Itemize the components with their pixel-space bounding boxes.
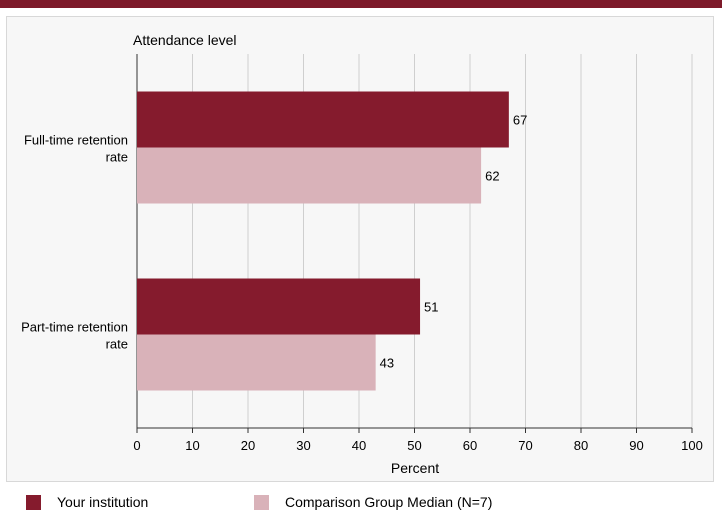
- legend-label: Your institution: [57, 494, 149, 510]
- bars: [137, 91, 509, 391]
- category-labels: Full-time retention rate Part-time retenti…: [21, 133, 128, 352]
- bar: [137, 334, 376, 391]
- tick-label: 90: [629, 438, 643, 453]
- legend-item-comparison-median: Comparison Group Median (N=7): [254, 494, 492, 510]
- bar: [137, 91, 509, 148]
- tick-label: 80: [574, 438, 588, 453]
- legend-swatch: [254, 494, 269, 510]
- tick-label: 70: [518, 438, 532, 453]
- x-axis-label: Percent: [391, 460, 439, 476]
- tick-label: 40: [352, 438, 366, 453]
- chart-title: Attendance level: [133, 32, 237, 48]
- data-label: 51: [424, 300, 438, 315]
- legend-swatch: [26, 494, 41, 510]
- tick-label: 100: [681, 438, 703, 453]
- data-label: 62: [485, 169, 499, 184]
- x-ticks: 0 10 20 30 40 50 60 70 80 90 100: [133, 428, 703, 453]
- tick-label: 0: [133, 438, 140, 453]
- bar-chart: 67 62 51 43 Full-time retention rate Part-tim…: [21, 32, 703, 476]
- data-label: 67: [513, 113, 527, 128]
- bar: [137, 278, 421, 335]
- category-label: Full-time retention rate: [24, 133, 128, 165]
- legend: Your institution Comparison Group Median…: [0, 490, 722, 514]
- value-labels: 67 62 51 43: [380, 113, 528, 371]
- legend-item-your-institution: Your institution: [26, 494, 148, 510]
- data-label: 43: [380, 356, 394, 371]
- tick-label: 20: [241, 438, 255, 453]
- tick-label: 50: [407, 438, 421, 453]
- category-label: Part-time retention rate: [21, 320, 128, 352]
- top-accent-bar: [0, 0, 722, 8]
- legend-label: Comparison Group Median (N=7): [285, 494, 493, 510]
- tick-label: 60: [463, 438, 477, 453]
- bar: [137, 147, 482, 204]
- tick-label: 10: [185, 438, 199, 453]
- tick-label: 30: [296, 438, 310, 453]
